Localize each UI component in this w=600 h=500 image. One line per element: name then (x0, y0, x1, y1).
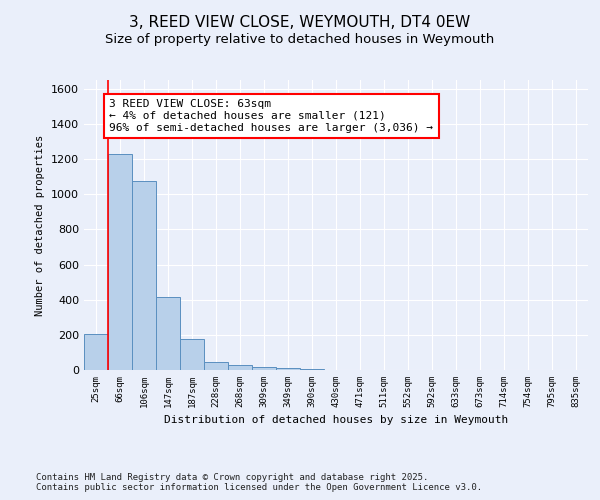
Bar (204, 362, 228, 370)
Bar (108, 154, 132, 370)
Bar (228, 366, 252, 370)
Bar (276, 368, 300, 370)
Bar (252, 367, 276, 370)
Y-axis label: Number of detached properties: Number of detached properties (35, 134, 46, 316)
Text: Contains HM Land Registry data © Crown copyright and database right 2025.
Contai: Contains HM Land Registry data © Crown c… (36, 473, 482, 492)
Bar (156, 297, 180, 370)
Bar (180, 338, 204, 370)
Bar (300, 369, 324, 370)
Text: 3, REED VIEW CLOSE, WEYMOUTH, DT4 0EW: 3, REED VIEW CLOSE, WEYMOUTH, DT4 0EW (130, 15, 470, 30)
Text: 3 REED VIEW CLOSE: 63sqm
← 4% of detached houses are smaller (121)
96% of semi-d: 3 REED VIEW CLOSE: 63sqm ← 4% of detache… (109, 100, 433, 132)
Bar (132, 181, 156, 370)
Bar (84, 334, 108, 370)
Text: Size of property relative to detached houses in Weymouth: Size of property relative to detached ho… (106, 32, 494, 46)
X-axis label: Distribution of detached houses by size in Weymouth: Distribution of detached houses by size … (164, 416, 508, 426)
